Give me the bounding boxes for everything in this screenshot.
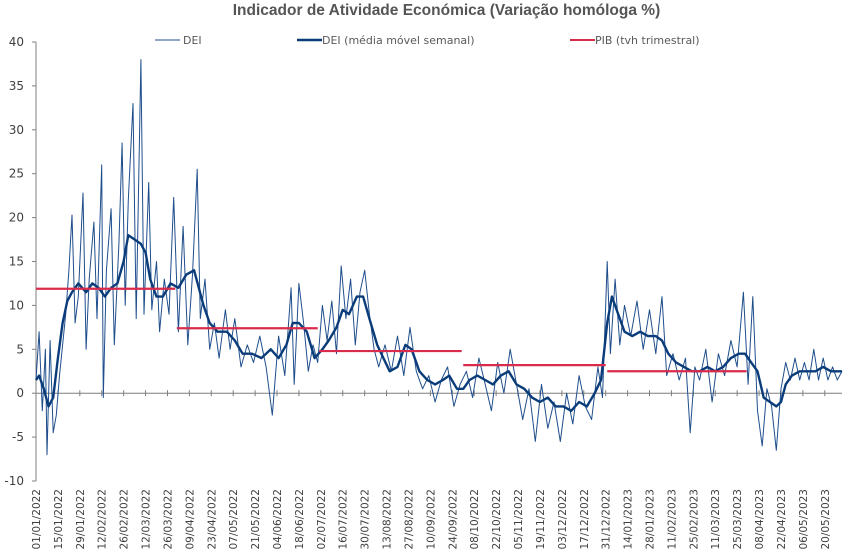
x-tick-label: 06/05/2023 <box>798 489 810 550</box>
x-tick-label: 03/12/2022 <box>557 489 569 550</box>
x-tick-label: 07/05/2022 <box>228 489 240 550</box>
y-tick-label: 5 <box>16 342 24 356</box>
x-tick-label: 29/01/2022 <box>75 489 87 550</box>
x-tick-label: 26/02/2022 <box>119 489 131 550</box>
y-tick-label: -10 <box>4 474 24 488</box>
x-tick-label: 12/02/2022 <box>97 489 109 550</box>
x-tick-label: 20/05/2023 <box>820 489 832 550</box>
x-tick-label: 05/11/2022 <box>513 489 525 550</box>
x-tick-label: 25/02/2023 <box>688 489 700 550</box>
y-tick-label: 0 <box>16 386 24 400</box>
legend-label-dei: DEI <box>183 34 202 47</box>
x-tick-label: 08/04/2023 <box>754 489 766 550</box>
y-tick-label: 20 <box>9 211 24 225</box>
x-tick-label: 11/02/2023 <box>666 489 678 550</box>
x-tick-label: 22/04/2023 <box>776 489 788 550</box>
chart-title: Indicador de Atividade Económica (Variaç… <box>232 2 661 19</box>
y-tick-label: 35 <box>9 79 24 93</box>
x-tick-label: 28/01/2023 <box>644 489 656 550</box>
legend-label-pib: PIB (tvh trimestral) <box>595 34 700 47</box>
x-tick-label: 14/01/2023 <box>623 489 635 550</box>
x-tick-label: 18/06/2022 <box>294 489 306 550</box>
x-tick-label: 27/08/2022 <box>403 489 415 550</box>
y-tick-label: 40 <box>9 35 24 49</box>
series-line-dei <box>35 59 843 456</box>
x-tick-label: 09/04/2022 <box>184 489 196 550</box>
y-tick-label: 30 <box>9 123 24 137</box>
y-tick-label: 15 <box>9 255 24 269</box>
x-tick-label: 25/03/2023 <box>732 489 744 550</box>
x-tick-label: 21/05/2022 <box>250 489 262 550</box>
x-tick-label: 31/12/2022 <box>601 489 613 550</box>
x-tick-label: 15/01/2022 <box>53 489 65 550</box>
plot-area <box>35 59 843 456</box>
y-tick-label: 25 <box>9 167 24 181</box>
x-tick-label: 30/07/2022 <box>360 489 372 550</box>
x-tick-label: 23/04/2022 <box>206 489 218 550</box>
x-tick-label: 13/08/2022 <box>382 489 394 550</box>
x-tick-label: 08/10/2022 <box>469 489 481 550</box>
x-tick-label: 22/10/2022 <box>491 489 503 550</box>
x-tick-label: 04/06/2022 <box>272 489 284 550</box>
x-tick-label: 24/09/2022 <box>447 489 459 550</box>
x-tick-label: 16/07/2022 <box>338 489 350 550</box>
x-tick-label: 19/11/2022 <box>535 489 547 550</box>
x-tick-label: 10/09/2022 <box>425 489 437 550</box>
y-tick-label: -5 <box>12 430 24 444</box>
axes: 40 35 30 25 20 15 10 5 0 -5 -10 01/01/2022 15/01/202… <box>4 35 842 550</box>
legend: DEI DEI (média móvel semanal) PIB (tvh t… <box>155 34 700 47</box>
legend-label-moving-average: DEI (média móvel semanal) <box>322 34 475 47</box>
x-tick-label: 12/03/2022 <box>141 489 153 550</box>
x-tick-label: 02/07/2022 <box>316 489 328 550</box>
y-tick-label: 10 <box>9 298 24 312</box>
series-line-moving-average <box>35 234 842 412</box>
x-tick-label: 01/01/2022 <box>31 489 43 550</box>
x-tick-label: 11/03/2023 <box>710 489 722 550</box>
x-tick-label: 17/12/2022 <box>579 489 591 550</box>
x-tick-label: 26/03/2022 <box>162 489 174 550</box>
